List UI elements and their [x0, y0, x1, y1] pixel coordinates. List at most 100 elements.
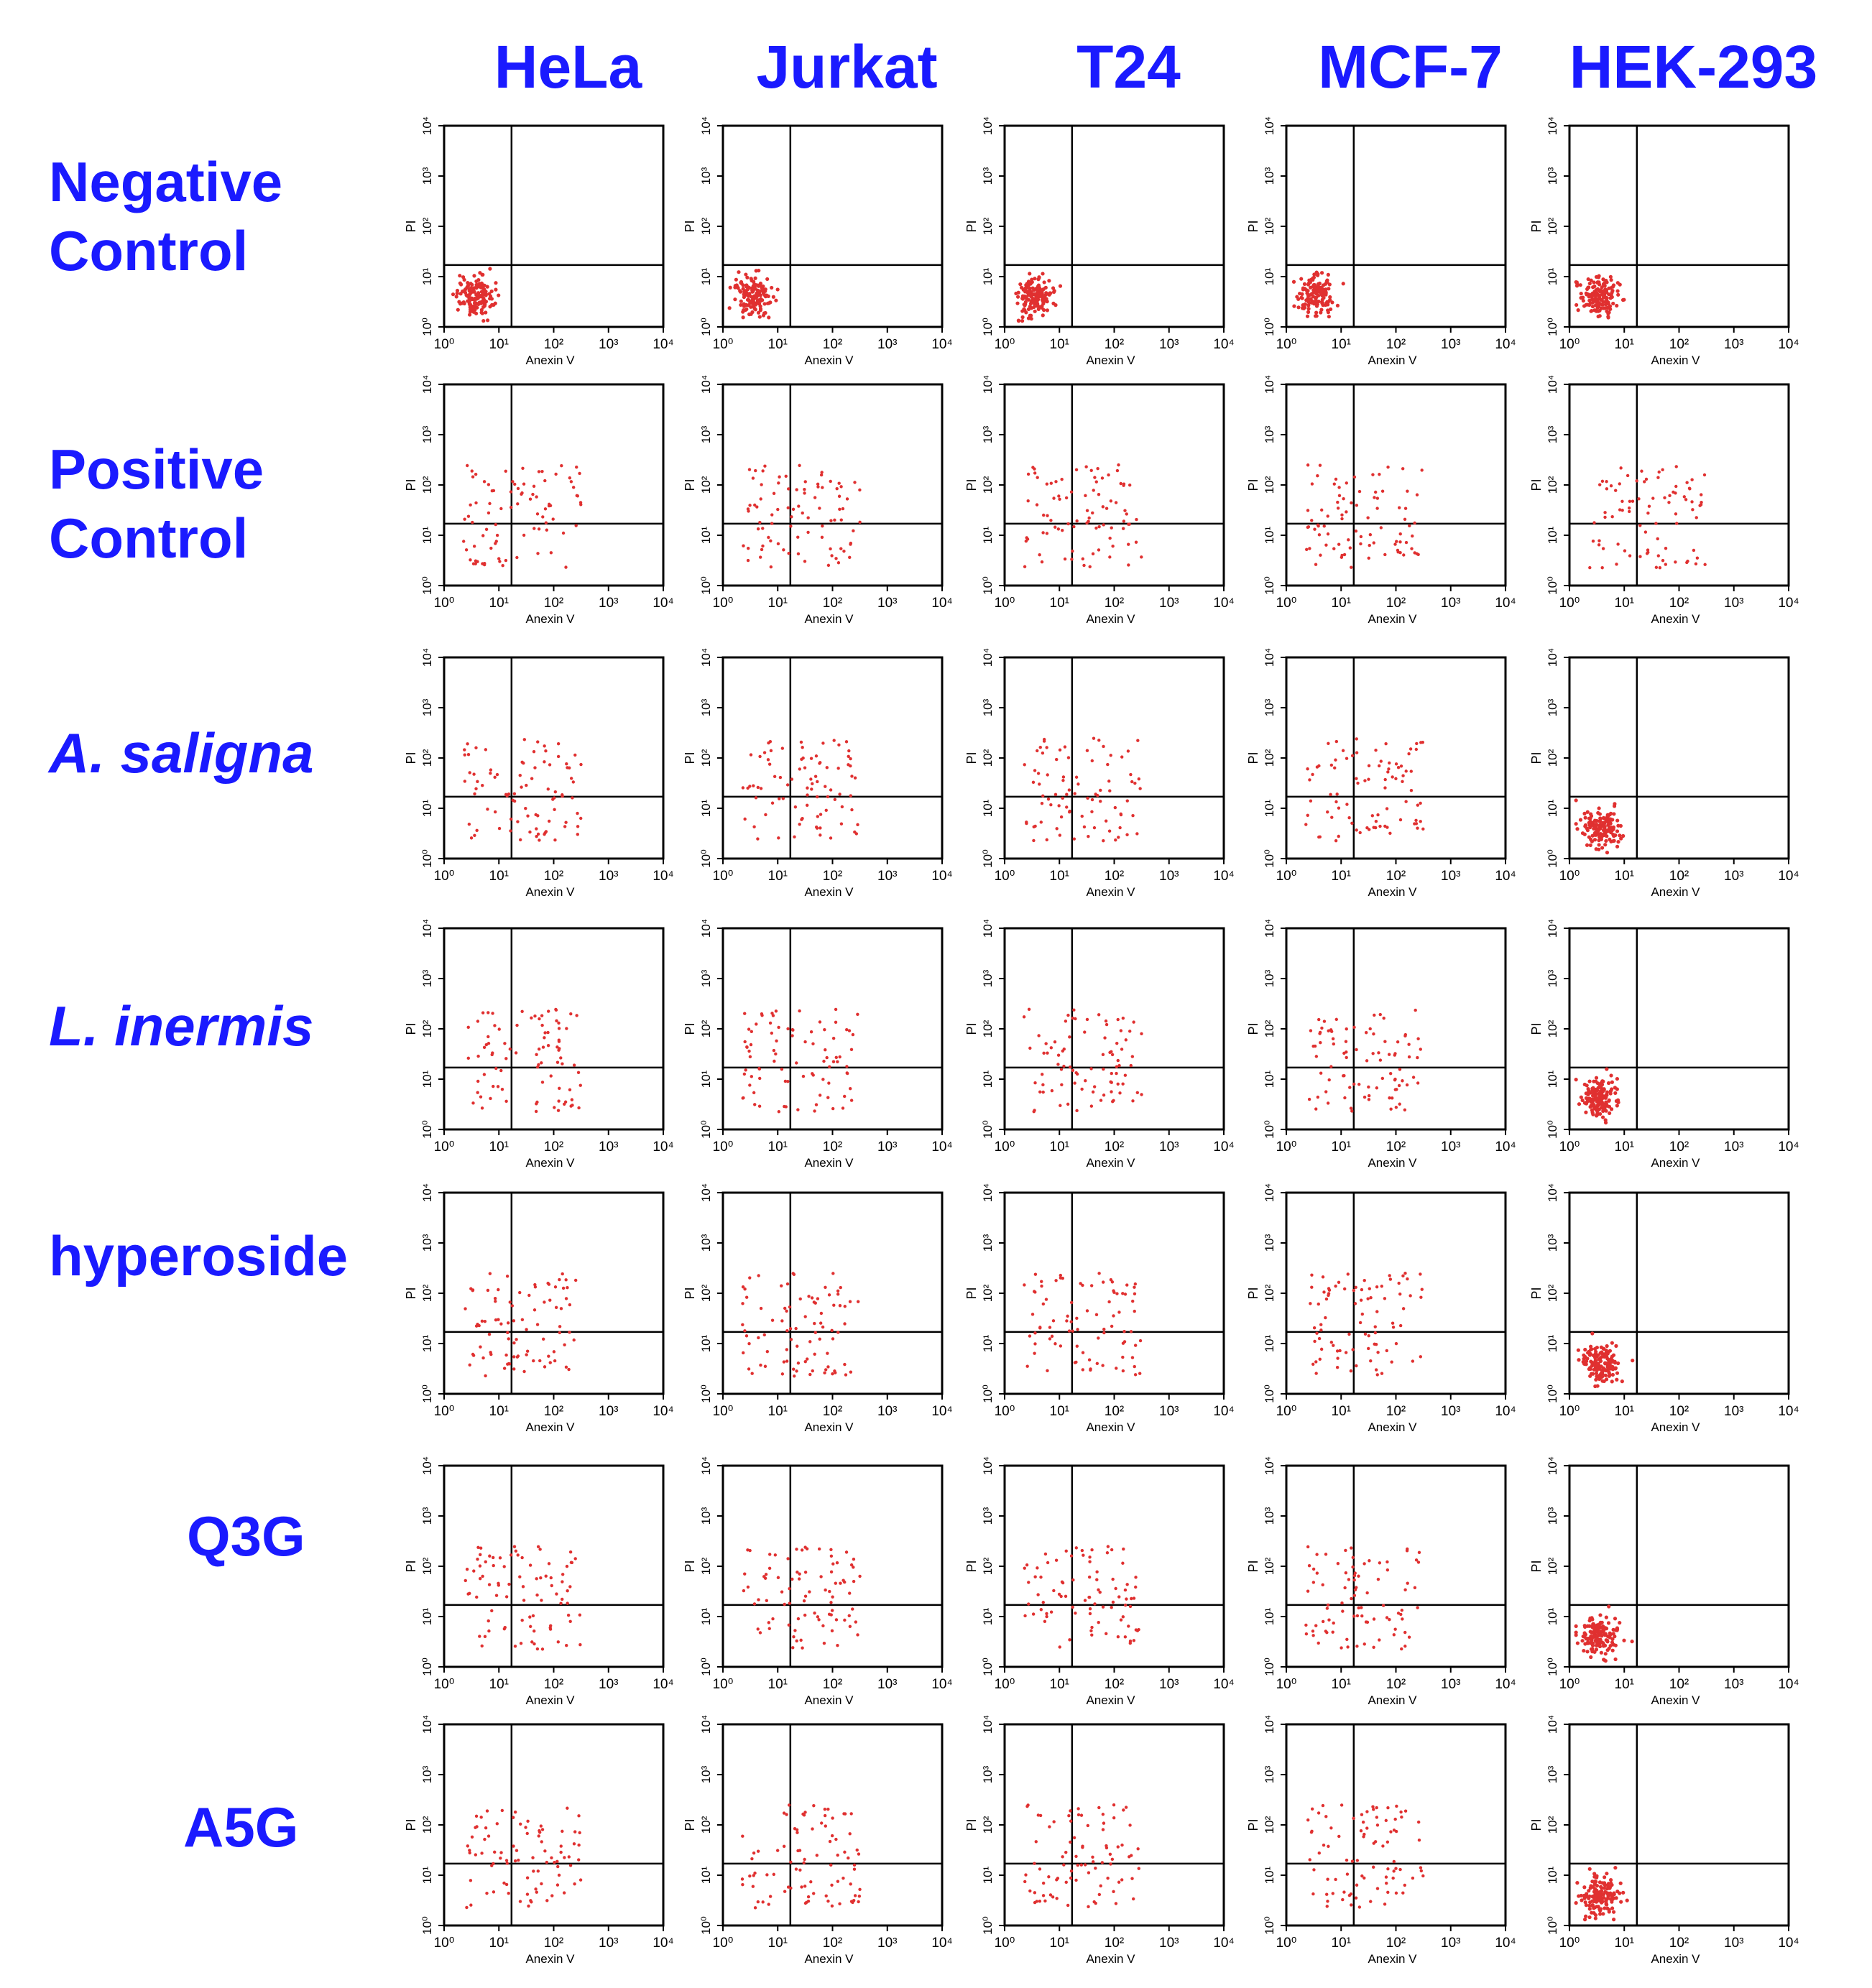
event-point [743, 1329, 747, 1333]
event-point [838, 1055, 842, 1059]
x-tick-label: 10² [1386, 869, 1406, 884]
event-point [536, 1869, 540, 1873]
event-point [816, 485, 820, 489]
event-point [1387, 767, 1391, 771]
event-point [1043, 1619, 1047, 1624]
row-header-6: A5G [183, 1793, 298, 1862]
event-point [1101, 505, 1105, 509]
event-point [1105, 507, 1109, 510]
x-tick-label: 10² [1105, 869, 1124, 884]
event-point [1603, 300, 1608, 304]
x-tick-label: 10⁰ [713, 337, 734, 352]
event-point [1117, 1310, 1121, 1314]
event-point [566, 1285, 569, 1290]
y-tick-label: 10¹ [981, 1866, 995, 1884]
x-tick-label: 10⁰ [1276, 337, 1297, 352]
event-point [1341, 749, 1345, 752]
x-axis-label: Anexin V [1368, 1420, 1417, 1434]
event-point [851, 1607, 854, 1611]
event-point [1656, 537, 1659, 541]
event-point [833, 797, 837, 801]
event-point [1600, 1100, 1604, 1104]
event-point [1327, 1078, 1331, 1082]
x-tick-label: 10⁰ [434, 1404, 455, 1419]
x-tick-label: 10⁰ [434, 337, 455, 352]
event-point [1609, 1073, 1613, 1078]
event-point [1608, 1359, 1613, 1364]
event-point [1618, 833, 1622, 838]
y-tick-label: 10⁰ [981, 1658, 995, 1676]
event-point [852, 1579, 856, 1584]
event-point [490, 302, 494, 307]
event-point [481, 318, 486, 323]
event-point [1138, 1372, 1142, 1375]
y-tick-label: 10² [699, 217, 713, 235]
event-point [519, 1642, 523, 1645]
event-point [1088, 565, 1092, 569]
event-point [543, 744, 546, 748]
event-point [1319, 1323, 1323, 1326]
event-point [1056, 1053, 1061, 1057]
event-point [750, 290, 755, 294]
event-point [1317, 1811, 1321, 1815]
event-point [1416, 826, 1419, 830]
event-point [496, 1085, 500, 1088]
event-point [1371, 473, 1375, 476]
event-point [1061, 779, 1065, 782]
event-point [1306, 509, 1310, 512]
event-point [1311, 1567, 1316, 1571]
event-point [578, 1643, 582, 1647]
event-point [1604, 838, 1608, 843]
event-point [1069, 1876, 1073, 1880]
event-point [1027, 1581, 1030, 1584]
event-point [1596, 314, 1600, 319]
event-point [756, 1627, 760, 1631]
x-axis-label: Anexin V [1086, 1156, 1135, 1170]
y-tick-label: 10³ [1546, 969, 1559, 987]
y-tick-label: 10⁴ [699, 919, 713, 938]
event-point [1325, 1892, 1329, 1896]
event-point [1310, 519, 1314, 522]
event-point [741, 786, 745, 790]
event-point [522, 533, 526, 537]
event-point [1668, 494, 1672, 498]
event-point [499, 1322, 503, 1326]
event-point [500, 1808, 504, 1813]
event-point [1344, 1040, 1348, 1043]
event-point [566, 1601, 569, 1605]
event-point [495, 1822, 499, 1826]
event-point [1615, 1098, 1620, 1102]
event-point [1317, 524, 1320, 528]
event-point [787, 552, 790, 555]
event-point [1587, 302, 1592, 308]
event-point [1354, 1285, 1357, 1289]
event-point [1317, 533, 1322, 537]
x-tick-label: 10¹ [768, 1936, 788, 1951]
event-point [773, 775, 777, 778]
event-point [1317, 1302, 1320, 1306]
event-point [1582, 1918, 1587, 1922]
event-point [772, 1048, 776, 1053]
event-point [525, 1892, 530, 1896]
event-point [786, 1079, 790, 1083]
y-tick-label: 10² [981, 749, 995, 767]
event-point [1120, 1048, 1124, 1051]
event-point [573, 1278, 578, 1282]
y-axis-label: PI [1246, 1818, 1260, 1831]
y-tick-label: 10² [1263, 1020, 1276, 1037]
event-point [727, 306, 732, 310]
event-point [1391, 1096, 1394, 1100]
event-point [513, 1859, 517, 1863]
event-point [1058, 497, 1061, 501]
event-point [561, 1580, 564, 1584]
event-point [1028, 272, 1032, 276]
event-point [1606, 311, 1610, 316]
x-tick-label: 10¹ [1615, 337, 1634, 352]
event-point [518, 838, 522, 842]
event-point [1387, 1053, 1391, 1056]
event-point [1074, 1071, 1078, 1075]
event-point [1352, 1578, 1356, 1582]
event-point [1406, 1581, 1409, 1585]
event-point [795, 1369, 798, 1373]
y-tick-label: 10³ [1263, 1234, 1276, 1252]
